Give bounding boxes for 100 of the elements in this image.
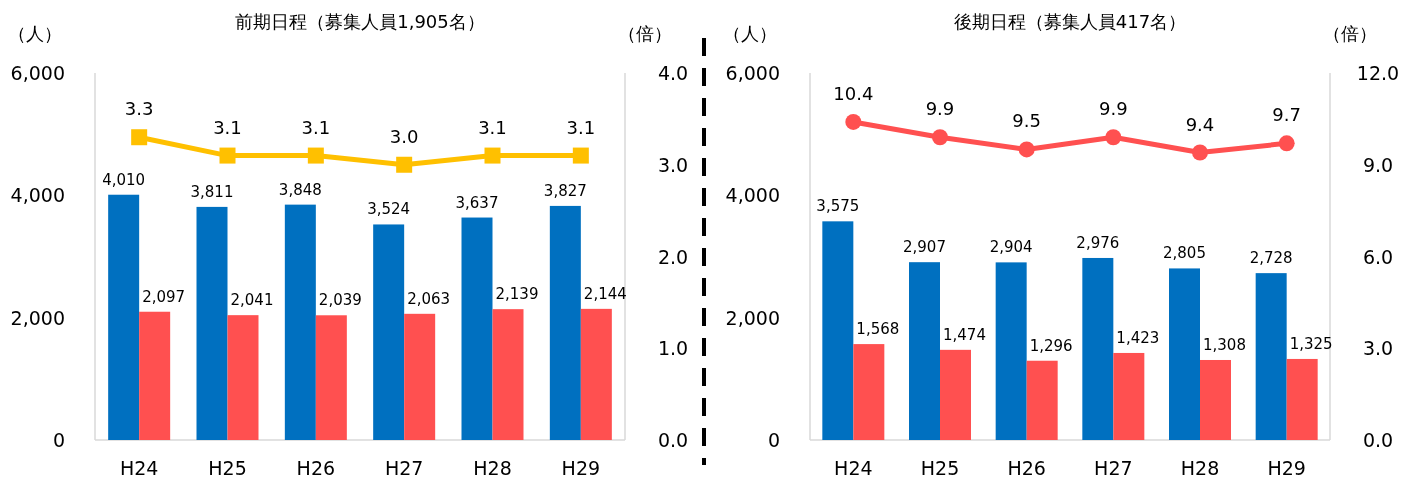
x-tick-label: H24	[834, 457, 873, 479]
data-label: 1,474	[943, 325, 986, 344]
data-label: 3.1	[478, 116, 507, 138]
y2-axis-title: （倍）	[618, 23, 672, 44]
bar	[822, 221, 854, 440]
bar	[1286, 358, 1318, 440]
data-label: 1,568	[856, 320, 900, 339]
y2-tick-label: 4.0	[657, 62, 689, 84]
x-tick-label: H26	[296, 457, 336, 479]
data-label: 3.1	[566, 116, 596, 138]
bar	[1200, 359, 1231, 440]
x-tick-label: H25	[920, 457, 960, 479]
bar	[139, 311, 171, 440]
bar	[227, 315, 259, 440]
y-tick-label: 4,000	[725, 184, 780, 207]
x-tick-label: H27	[384, 457, 424, 479]
y2-axis-title: （倍）	[1323, 23, 1377, 44]
data-label: 10.4	[833, 82, 874, 104]
point	[932, 129, 948, 146]
y2-tick-label: 0.0	[1362, 429, 1394, 451]
y-axis-title: （人）	[8, 23, 62, 44]
chart-title: 後期日程（募集人員417名）	[953, 11, 1187, 32]
y2-tick-label: 12.0	[1356, 62, 1400, 84]
bar	[492, 309, 524, 440]
y2-tick-label: 0.0	[657, 429, 689, 451]
data-label: 2,041	[230, 291, 274, 310]
data-label: 3,524	[367, 200, 411, 219]
data-label: 3,827	[543, 181, 587, 200]
bar	[1169, 268, 1200, 440]
data-label: 3.1	[301, 116, 331, 138]
data-label: 9.5	[1012, 110, 1041, 132]
point	[1192, 144, 1208, 161]
data-label: 1,325	[1289, 334, 1333, 353]
data-label: 9.9	[1099, 98, 1128, 120]
data-label: 1,296	[1029, 336, 1073, 355]
y2-tick-label: 3.0	[1362, 337, 1394, 360]
x-tick-label: H29	[1267, 457, 1306, 479]
bar	[461, 217, 493, 440]
bar	[284, 204, 316, 440]
bar	[853, 344, 885, 440]
bar	[1255, 273, 1287, 440]
data-label: 9.9	[925, 98, 955, 120]
y-tick-label: 0	[52, 429, 65, 451]
x-tick-label: H26	[1007, 457, 1046, 479]
y-axis-title: （人）	[723, 23, 777, 44]
data-label: 2,144	[583, 284, 627, 303]
data-label: 1,423	[1116, 328, 1160, 347]
data-label: 3.0	[389, 125, 419, 147]
data-label: 4,010	[102, 170, 146, 189]
y2-tick-label: 2.0	[657, 245, 689, 268]
point	[845, 113, 862, 130]
y2-tick-label: 3.0	[657, 153, 689, 176]
x-tick-label: H28	[1180, 457, 1220, 479]
bar	[315, 315, 347, 440]
bar	[196, 206, 228, 440]
bar	[1082, 257, 1114, 440]
data-label: 2,907	[903, 238, 946, 257]
bar	[1026, 360, 1058, 440]
data-label: 3,848	[278, 180, 322, 199]
bar	[909, 262, 940, 440]
data-label: 2,039	[318, 291, 362, 310]
data-label: 2,728	[1249, 249, 1293, 268]
y-tick-label: 2,000	[10, 306, 65, 329]
x-tick-label: H25	[208, 457, 247, 479]
data-label: 2,805	[1163, 244, 1206, 263]
bar	[108, 194, 140, 440]
point	[1278, 135, 1295, 152]
x-tick-label: H28	[473, 457, 512, 479]
bar	[549, 205, 581, 440]
y-tick-label: 2,000	[725, 306, 780, 329]
bar	[940, 349, 971, 440]
data-label: 9.7	[1272, 104, 1301, 126]
data-label: 3.3	[124, 98, 154, 120]
bar	[995, 262, 1027, 440]
y2-tick-label: 1.0	[657, 337, 689, 360]
data-label: 3,637	[455, 193, 499, 212]
point	[1105, 129, 1122, 146]
bar	[373, 224, 405, 440]
bar	[404, 313, 436, 440]
data-label: 2,063	[407, 289, 451, 308]
data-label: 9.4	[1185, 113, 1215, 135]
x-tick-label: H24	[119, 457, 159, 479]
data-label: 2,976	[1076, 233, 1120, 252]
y2-tick-label: 9.0	[1362, 153, 1394, 176]
y2-tick-label: 6.0	[1362, 245, 1394, 268]
data-label: 3,811	[190, 182, 234, 201]
y-tick-label: 6,000	[725, 62, 780, 84]
data-label: 2,097	[142, 287, 186, 306]
chart-title: 前期日程（募集人員1,905名）	[235, 11, 485, 32]
data-label: 2,904	[989, 238, 1033, 257]
data-label: 3.1	[213, 116, 242, 138]
y-tick-label: 0	[767, 429, 780, 451]
x-tick-label: H27	[1094, 457, 1133, 479]
bar	[1113, 352, 1145, 440]
y-tick-label: 6,000	[10, 62, 65, 84]
x-tick-label: H29	[561, 457, 601, 479]
data-label: 2,139	[495, 285, 539, 304]
y-tick-label: 4,000	[10, 184, 65, 207]
point	[1018, 141, 1035, 158]
data-label: 3,575	[816, 197, 860, 216]
